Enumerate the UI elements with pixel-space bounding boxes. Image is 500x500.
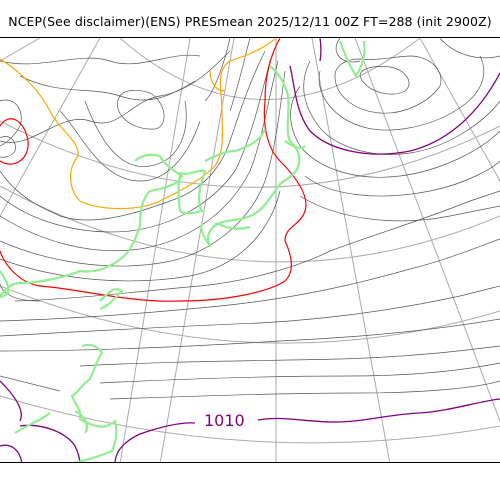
graticule-parallels (0, 38, 500, 444)
graticule-meridians (0, 38, 500, 462)
pressure-map: 1010 (0, 37, 500, 463)
isobars (0, 38, 500, 400)
map-canvas: 1010 (0, 38, 500, 462)
highlight-contours (0, 38, 500, 462)
coastlines (0, 40, 366, 462)
chart-title: NCEP(See disclaimer)(ENS) PRESmean 2025/… (8, 14, 492, 29)
contour-label-1010: 1010 (204, 411, 245, 430)
